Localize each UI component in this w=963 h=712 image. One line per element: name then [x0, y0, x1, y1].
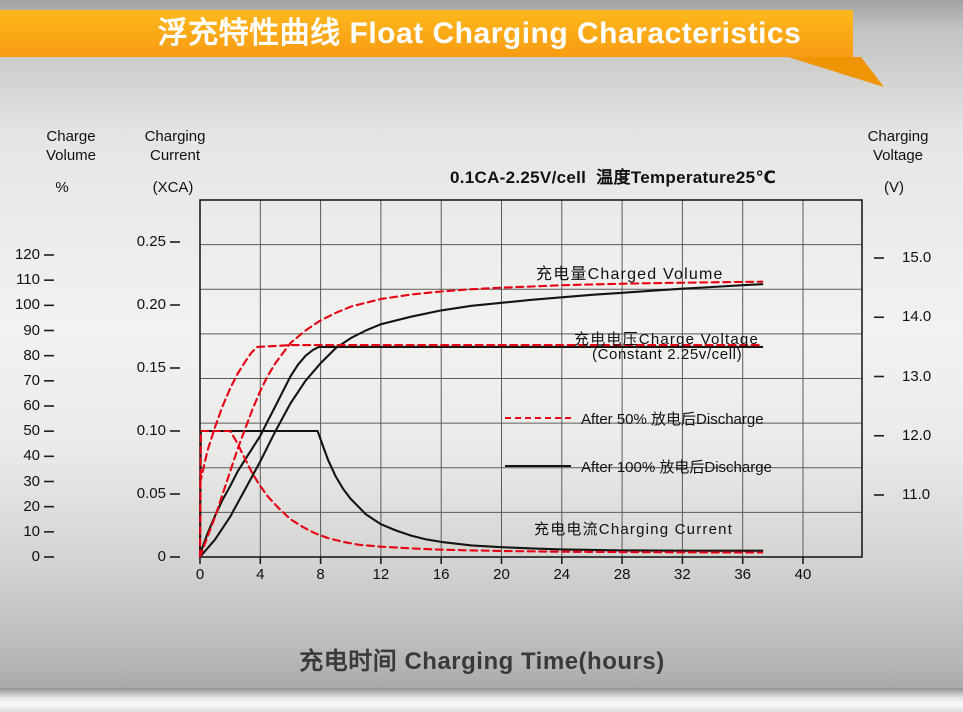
percent-tick-label: 70: [23, 371, 40, 389]
series-voltage-100: [198, 345, 764, 556]
current-axis-unit: (XCA): [152, 179, 194, 196]
current-tick-label: 0.05: [136, 485, 166, 502]
voltage-tick-label: 15.0: [902, 249, 932, 266]
charge-voltage-label: 充电电压Charge Voltage: [574, 331, 760, 348]
title-banner: 浮充特性曲线 Float Charging Characteristics: [0, 10, 853, 57]
x-axis-title: 充电时间 Charging Time(hours): [299, 648, 665, 675]
x-tick-label: 4: [256, 566, 265, 583]
legend-label-100: After 100% 放电后Discharge: [581, 458, 772, 476]
plot-border: [199, 199, 863, 558]
percent-tick-label: 50: [23, 422, 40, 440]
x-tick-label: 12: [372, 566, 390, 583]
series-charged-volume-50: [198, 280, 764, 559]
percent-tick-label: 0: [31, 548, 40, 565]
percent-tick-label: 20: [23, 497, 40, 515]
current-axis-title: Charging Current: [144, 128, 206, 164]
test-condition-label: 0.1CA-2.25V/cell 温度Temperature25℃: [450, 168, 777, 187]
dashed-red-line-sample-icon: [505, 417, 571, 419]
x-tick-label: 16: [432, 566, 450, 583]
percent-tick-label: 110: [16, 271, 40, 289]
legend-entry-100-discharge: After 100% 放电后Discharge: [505, 456, 772, 476]
charge-voltage-sublabel: (Constant 2.25v/cell): [592, 346, 743, 363]
page-title: 浮充特性曲线 Float Charging Characteristics: [157, 17, 802, 50]
voltage-tick-label: 14.0: [902, 308, 932, 326]
current-tick-label: 0.10: [136, 422, 166, 439]
percent-tick-label: 90: [23, 321, 40, 339]
x-tick-label: 36: [734, 566, 752, 583]
x-tick-label: 20: [493, 566, 510, 583]
x-tick-label: 24: [553, 566, 571, 583]
percent-tick-label: 60: [23, 397, 40, 414]
solid-black-line-sample-icon: [505, 465, 571, 467]
x-tick-label: 0: [195, 566, 205, 583]
series-charged-volume-100: [198, 283, 764, 559]
series-voltage-50: [198, 344, 764, 485]
x-tick-label: 28: [613, 566, 631, 583]
percent-tick-label: 30: [23, 472, 40, 490]
percent-tick-label: 40: [23, 447, 40, 465]
percent-tick-label: 100: [14, 296, 40, 314]
x-tick-label: 8: [316, 566, 325, 583]
voltage-tick-label: 13.0: [902, 367, 932, 385]
series-current-100: [198, 429, 764, 559]
voltage-tick-label: 11.0: [902, 486, 931, 503]
percent-tick-label: 120: [14, 246, 40, 263]
percent-axis-unit: %: [55, 179, 69, 196]
percent-tick-label: 80: [23, 346, 40, 364]
x-tick-label: 32: [674, 566, 691, 583]
current-tick-label: 0.20: [136, 296, 166, 313]
percent-tick-label: 10: [23, 522, 40, 540]
series-current-50: [198, 429, 764, 559]
legend-entry-50-discharge: After 50% 放电后Discharge: [505, 408, 764, 428]
current-tick-label: 0.15: [136, 359, 166, 376]
current-tick-label: 0.25: [136, 233, 166, 250]
voltage-axis-unit: (V): [884, 179, 904, 196]
current-tick-label: 0: [157, 548, 166, 565]
charging-current-label: 充电电流Charging Current: [534, 521, 734, 538]
charged-volume-label: 充电量Charged Volume: [536, 266, 724, 283]
percent-axis-title: Charge Volume: [45, 128, 97, 164]
x-tick-label: 40: [794, 566, 812, 583]
bottom-gradient-strip: [0, 688, 963, 712]
voltage-tick-label: 12.0: [902, 426, 932, 444]
legend-label-50: After 50% 放电后Discharge: [581, 410, 764, 428]
voltage-axis-title: Charging Voltage: [867, 128, 929, 164]
